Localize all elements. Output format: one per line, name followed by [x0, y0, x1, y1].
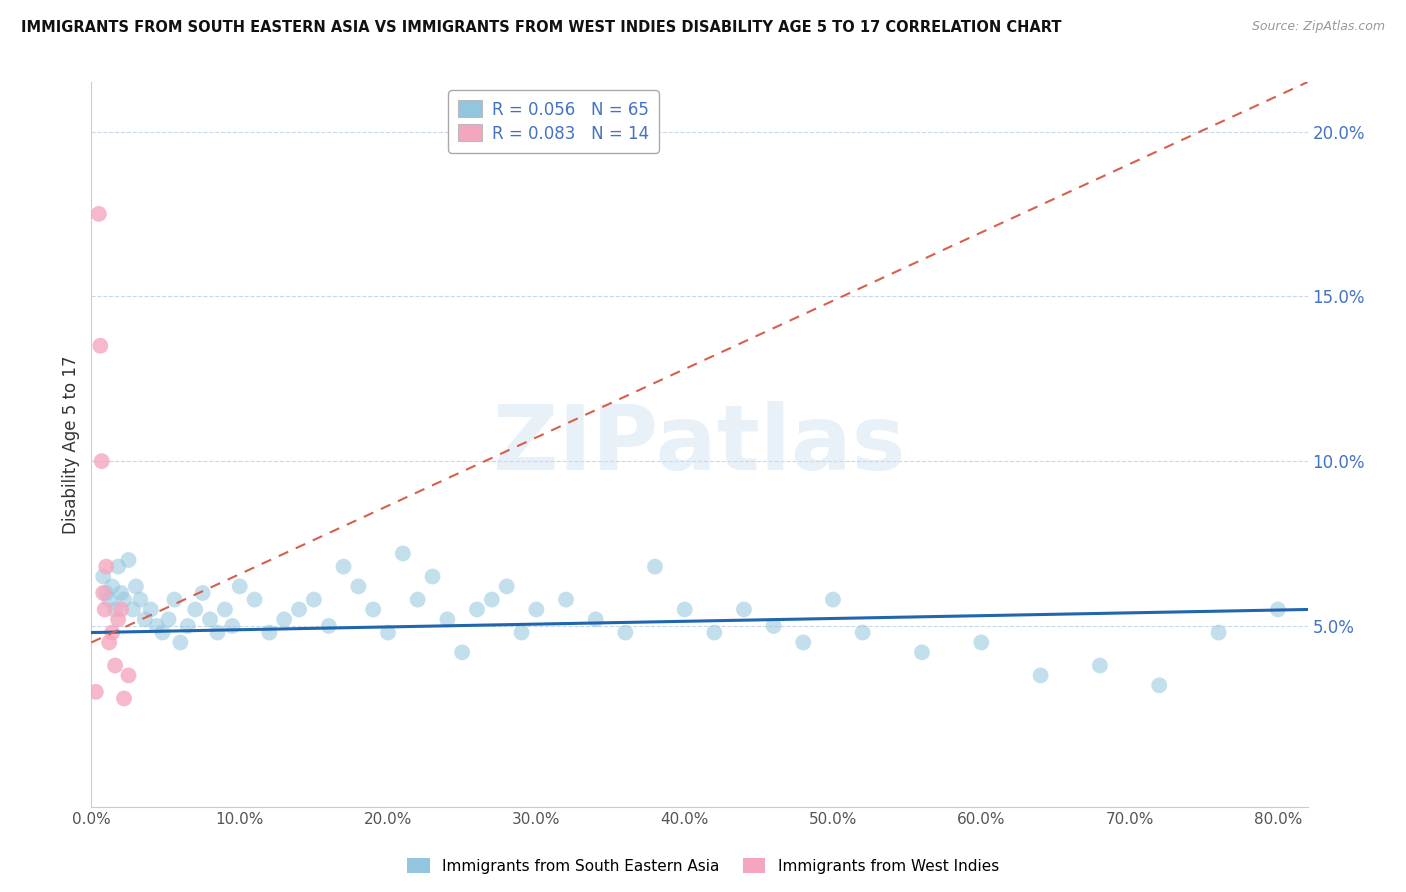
Point [117, 553, 139, 567]
Point [112, 691, 135, 706]
Point [101, 579, 124, 593]
Point [90, 454, 112, 468]
Legend: R = 0.056   N = 65, R = 0.083   N = 14: R = 0.056 N = 65, R = 0.083 N = 14 [449, 90, 659, 153]
Point [134, 612, 156, 626]
Point [288, 602, 311, 616]
Point [117, 668, 139, 682]
Point [451, 645, 474, 659]
Point [555, 592, 578, 607]
Point [107, 559, 129, 574]
Point [406, 592, 429, 607]
Point [104, 658, 127, 673]
Point [98, 635, 121, 649]
Point [107, 612, 129, 626]
Point [585, 612, 607, 626]
Point [332, 559, 354, 574]
Point [177, 619, 200, 633]
Point [112, 592, 135, 607]
Point [96, 559, 118, 574]
Point [101, 625, 124, 640]
Point [228, 579, 250, 593]
Point [436, 612, 458, 626]
Text: Source: ZipAtlas.com: Source: ZipAtlas.com [1251, 20, 1385, 33]
Point [673, 602, 696, 616]
Point [1267, 602, 1289, 616]
Point [1029, 668, 1052, 682]
Point [207, 625, 229, 640]
Point [87, 207, 110, 221]
Point [163, 592, 186, 607]
Point [221, 619, 243, 633]
Point [733, 602, 755, 616]
Point [243, 592, 266, 607]
Point [152, 625, 174, 640]
Point [318, 619, 340, 633]
Point [422, 569, 444, 583]
Point [273, 612, 295, 626]
Point [1208, 625, 1230, 640]
Point [145, 619, 167, 633]
Point [104, 602, 127, 616]
Point [911, 645, 934, 659]
Point [84, 685, 107, 699]
Point [644, 559, 666, 574]
Point [614, 625, 637, 640]
Point [792, 635, 814, 649]
Point [93, 602, 115, 616]
Point [302, 592, 325, 607]
Point [821, 592, 844, 607]
Point [377, 625, 399, 640]
Point [91, 586, 114, 600]
Point [191, 586, 214, 600]
Text: IMMIGRANTS FROM SOUTH EASTERN ASIA VS IMMIGRANTS FROM WEST INDIES DISABILITY AGE: IMMIGRANTS FROM SOUTH EASTERN ASIA VS IM… [21, 20, 1062, 35]
Y-axis label: Disability Age 5 to 17: Disability Age 5 to 17 [62, 355, 80, 534]
Point [259, 625, 281, 640]
Text: ZIPatlas: ZIPatlas [494, 401, 905, 489]
Point [169, 635, 191, 649]
Point [465, 602, 488, 616]
Point [214, 602, 236, 616]
Point [524, 602, 547, 616]
Point [198, 612, 221, 626]
Point [89, 339, 111, 353]
Point [703, 625, 725, 640]
Point [361, 602, 384, 616]
Point [392, 546, 415, 560]
Point [157, 612, 180, 626]
Point [139, 602, 162, 616]
Point [481, 592, 503, 607]
Point [495, 579, 517, 593]
Point [125, 579, 148, 593]
Point [852, 625, 875, 640]
Point [184, 602, 207, 616]
Point [1088, 658, 1111, 673]
Point [96, 586, 118, 600]
Point [110, 602, 132, 616]
Point [98, 592, 121, 607]
Point [129, 592, 152, 607]
Point [970, 635, 993, 649]
Point [347, 579, 370, 593]
Point [1149, 678, 1171, 692]
Point [91, 569, 114, 583]
Legend: Immigrants from South Eastern Asia, Immigrants from West Indies: Immigrants from South Eastern Asia, Immi… [401, 852, 1005, 880]
Point [122, 602, 145, 616]
Point [110, 586, 132, 600]
Point [510, 625, 533, 640]
Point [762, 619, 785, 633]
